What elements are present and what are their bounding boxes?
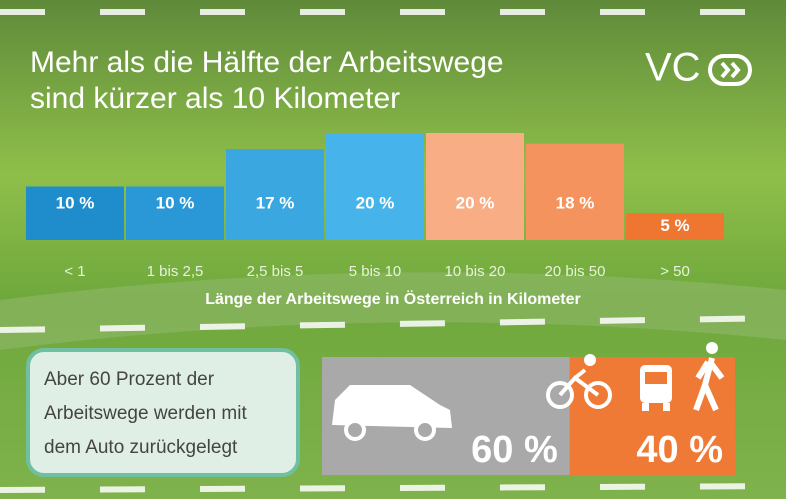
title-line: sind kürzer als 10 Kilometer xyxy=(30,82,400,115)
infographic: Mehr als die Hälfte der Arbeitswege sind… xyxy=(0,0,786,499)
bar xyxy=(326,133,424,240)
x-tick-label: 20 bis 50 xyxy=(545,263,606,280)
x-tick-label: 5 bis 10 xyxy=(349,263,402,280)
value-label: 20 % xyxy=(356,193,395,212)
split-label: 60 % xyxy=(471,429,558,471)
x-tick-label: 2,5 bis 5 xyxy=(247,263,304,280)
value-label: 20 % xyxy=(456,193,495,212)
value-label: 10 % xyxy=(156,193,195,212)
split-label: 40 % xyxy=(636,429,723,471)
note-line: Arbeitswege werden mit xyxy=(44,403,247,424)
x-tick-label: 10 bis 20 xyxy=(445,263,506,280)
bar xyxy=(526,144,624,240)
value-label: 5 % xyxy=(660,216,689,235)
title-line: Mehr als die Hälfte der Arbeitswege xyxy=(30,46,504,79)
value-label: 10 % xyxy=(56,193,95,212)
x-tick-label: < 1 xyxy=(64,263,85,280)
x-tick-label: > 50 xyxy=(660,263,690,280)
x-axis-label: Länge der Arbeitswege in Österreich in K… xyxy=(205,289,581,308)
bar xyxy=(426,133,524,240)
logo: VC xyxy=(645,46,701,90)
value-label: 18 % xyxy=(556,193,595,212)
x-tick-label: 1 bis 2,5 xyxy=(147,263,204,280)
note-line: Aber 60 Prozent der xyxy=(44,369,215,390)
value-label: 17 % xyxy=(256,193,295,212)
note-line: dem Auto zurückgelegt xyxy=(44,437,238,458)
